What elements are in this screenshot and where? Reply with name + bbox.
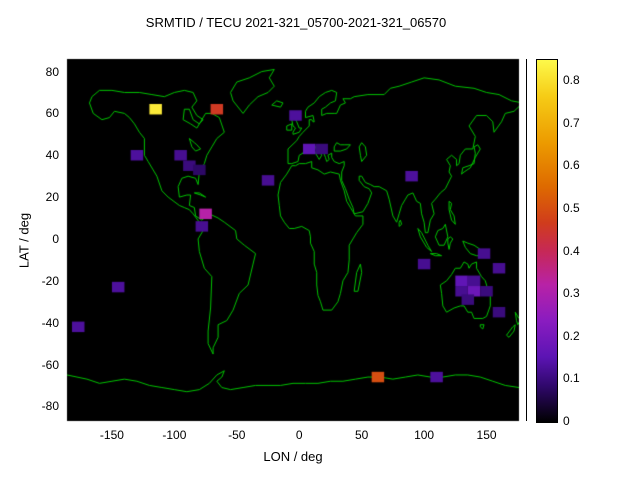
y-tick-label: 20	[45, 190, 59, 205]
x-tick-label: 0	[295, 428, 303, 442]
colorbar	[536, 59, 558, 423]
y-tick-label: -40	[41, 315, 59, 330]
x-axis-label: LON / deg	[263, 449, 323, 464]
x-tick-label: 50	[354, 428, 369, 442]
colorbar-tick-label: 0.4	[563, 243, 580, 258]
y-tick-label: -60	[41, 357, 59, 372]
x-tick-label: 150	[476, 428, 497, 442]
chart-title: SRMTID / TECU 2021-321_05700-2021-321_06…	[145, 15, 447, 30]
x-tick-label: -100	[162, 428, 187, 442]
colorbar-tick-label: 0	[563, 414, 570, 428]
colorbar-tick-label: 0.2	[563, 328, 580, 343]
colorbar-tick-label: 0.7	[563, 115, 580, 130]
colorbar-tick-label: 0.1	[563, 371, 580, 386]
x-tick-label: -150	[99, 428, 124, 442]
plot-right-border	[526, 59, 527, 421]
colorbar-tick-label: 0.5	[563, 201, 580, 216]
x-tick-label: 100	[414, 428, 435, 442]
y-tick-label: 0	[52, 231, 59, 246]
colorbar-tick-label: 0.6	[563, 158, 580, 173]
y-tick-label: 40	[45, 148, 59, 163]
colorbar-tick-label: 0.3	[563, 286, 580, 301]
colorbar-tick-label: 0.8	[563, 73, 580, 88]
y-axis-label: LAT / deg	[16, 212, 32, 269]
y-tick-label: -80	[41, 399, 59, 414]
x-tick-label: -50	[228, 428, 246, 442]
y-tick-label: 80	[45, 64, 59, 79]
y-tick-label: -20	[41, 273, 59, 288]
y-tick-label: 60	[45, 106, 59, 121]
